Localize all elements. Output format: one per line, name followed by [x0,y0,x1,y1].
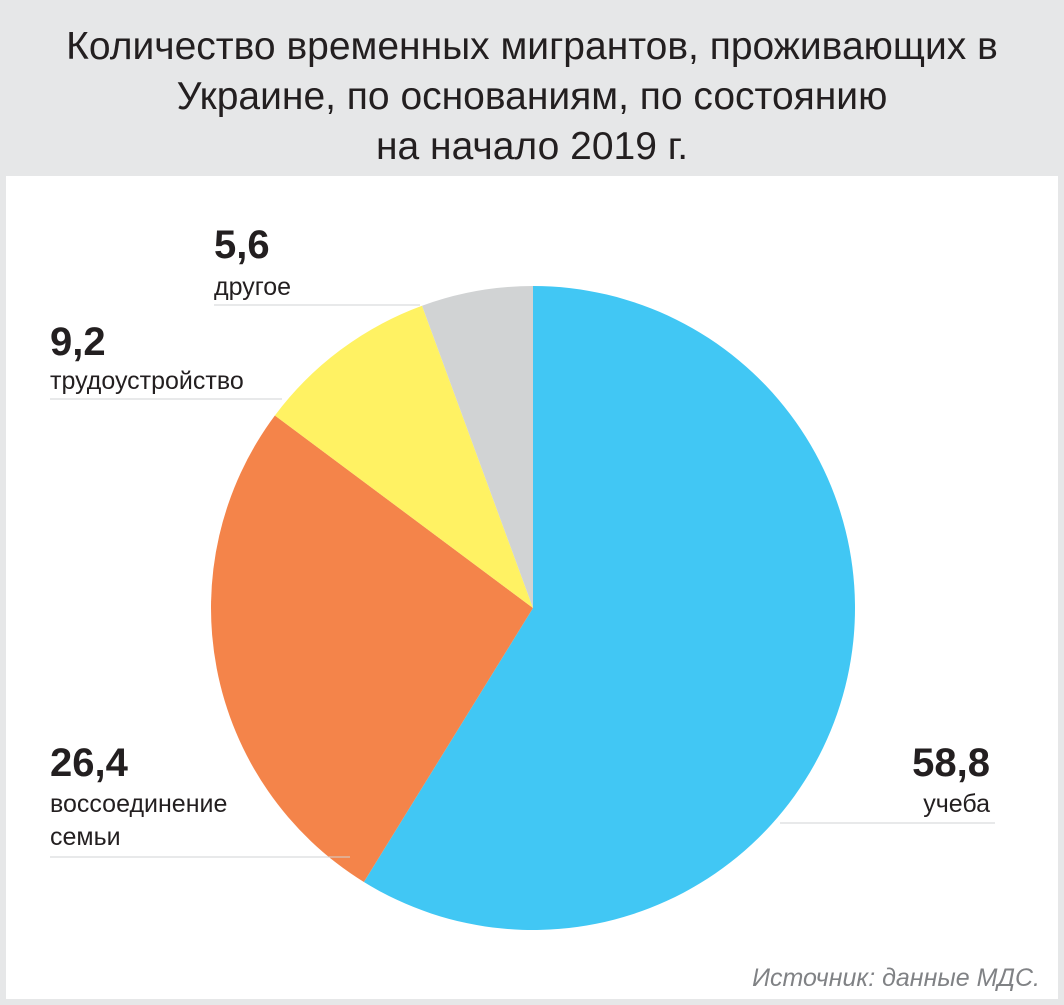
label-group-employment: 9,2 трудоустройство [50,320,282,400]
slice-other [422,286,533,608]
label-group-study: 58,8 учеба [780,741,995,824]
slice-value-employment: 9,2 [50,320,106,364]
slice-family-reunification [210,415,533,883]
chart-title: Количество временных мигрантов, проживаю… [66,25,998,168]
slice-label-study: учеба [923,790,990,818]
slice-value-family: 26,4 [50,741,129,785]
slice-value-other: 5,6 [214,223,270,267]
label-group-family: 26,4 воссоединение семьи [50,741,350,858]
slice-study [363,286,855,930]
slice-employment [274,305,533,608]
slice-label-family-line2: семьи [50,823,121,851]
source-note: Источник: данные МДС. [752,964,1040,992]
slice-label-other: другое [214,273,291,301]
pie-slices [210,286,855,930]
slice-label-family-line1: воссоединение [50,790,227,818]
chart-header: Количество временных мигрантов, проживаю… [0,0,1064,176]
slice-label-employment: трудоустройство [50,367,244,395]
slice-value-study: 58,8 [912,741,990,785]
label-group-other: 5,6 другое [214,223,420,306]
